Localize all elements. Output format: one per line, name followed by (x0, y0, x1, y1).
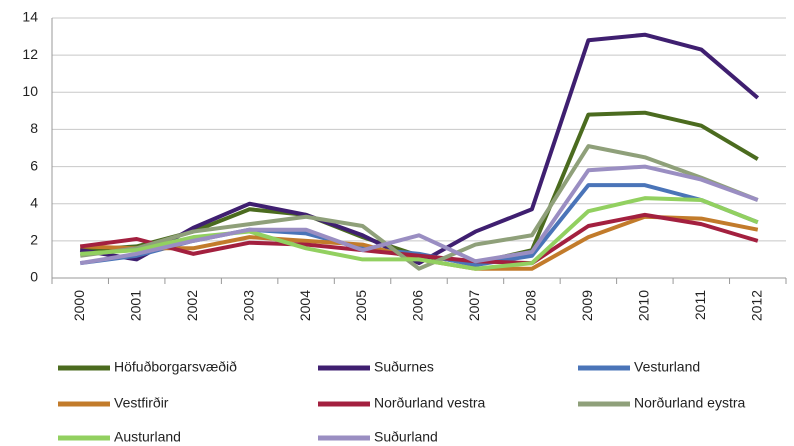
x-tick-label: 2010 (636, 290, 652, 321)
x-tick-label: 2005 (353, 290, 369, 321)
x-tick-label: 2000 (71, 290, 87, 321)
series-line (80, 196, 759, 271)
y-tick-label: 2 (30, 232, 38, 248)
legend-label: Norðurland eystra (634, 395, 745, 411)
x-tick-label: 2001 (127, 290, 143, 321)
x-tick-label: 2004 (297, 290, 313, 321)
x-tick-label: 2008 (523, 290, 539, 321)
legend-label: Vesturland (634, 359, 700, 375)
legend-label: Suðurnes (374, 359, 434, 375)
y-tick-label: 0 (30, 269, 38, 285)
series-line (79, 32, 760, 266)
y-tick-label: 6 (30, 157, 38, 173)
series-line (79, 164, 759, 266)
x-tick-label: 2006 (410, 290, 426, 321)
x-tick-label: 2003 (240, 290, 256, 321)
legend-label: Höfuðborgarsvæðið (114, 359, 237, 375)
y-tick-label: 4 (30, 194, 38, 210)
y-tick-label: 10 (22, 83, 38, 99)
x-tick-label: 2009 (579, 290, 595, 321)
x-tick-label: 2002 (184, 290, 200, 321)
legend-label: Suðurland (374, 429, 438, 445)
y-tick-label: 8 (30, 120, 38, 136)
y-tick-label: 14 (22, 9, 38, 25)
legend-label: Norðurland vestra (374, 395, 485, 411)
x-tick-label: 2007 (466, 290, 482, 321)
series-line (79, 144, 759, 271)
legend-label: Vestfirðir (114, 395, 169, 411)
series-line (79, 212, 759, 266)
x-tick-label: 2011 (692, 290, 708, 320)
y-tick-label: 12 (22, 46, 38, 62)
x-tick-label: 2012 (748, 290, 764, 321)
legend-label: Austurland (114, 429, 181, 445)
